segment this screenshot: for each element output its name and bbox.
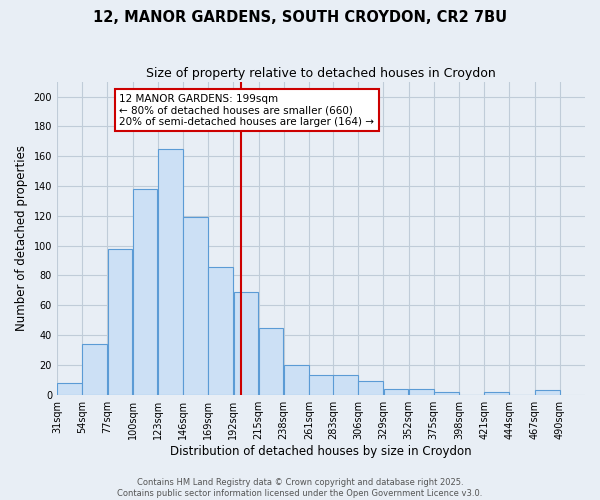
Bar — [535, 390, 560, 394]
Bar — [309, 376, 334, 394]
Bar — [133, 189, 157, 394]
Bar — [434, 392, 459, 394]
Bar — [183, 218, 208, 394]
Bar — [333, 376, 358, 394]
Bar — [208, 266, 233, 394]
Bar — [259, 328, 283, 394]
Bar — [484, 392, 509, 394]
Text: 12, MANOR GARDENS, SOUTH CROYDON, CR2 7BU: 12, MANOR GARDENS, SOUTH CROYDON, CR2 7B… — [93, 10, 507, 25]
Y-axis label: Number of detached properties: Number of detached properties — [15, 145, 28, 331]
Text: 12 MANOR GARDENS: 199sqm
← 80% of detached houses are smaller (660)
20% of semi-: 12 MANOR GARDENS: 199sqm ← 80% of detach… — [119, 94, 374, 127]
Bar — [107, 248, 132, 394]
Bar — [82, 344, 107, 395]
Bar — [158, 148, 182, 394]
Title: Size of property relative to detached houses in Croydon: Size of property relative to detached ho… — [146, 68, 496, 80]
Bar — [358, 382, 383, 394]
Bar — [383, 388, 409, 394]
Bar — [284, 365, 308, 394]
Bar — [409, 388, 434, 394]
Text: Contains HM Land Registry data © Crown copyright and database right 2025.
Contai: Contains HM Land Registry data © Crown c… — [118, 478, 482, 498]
Bar — [233, 292, 258, 394]
Bar — [57, 383, 82, 394]
X-axis label: Distribution of detached houses by size in Croydon: Distribution of detached houses by size … — [170, 444, 472, 458]
